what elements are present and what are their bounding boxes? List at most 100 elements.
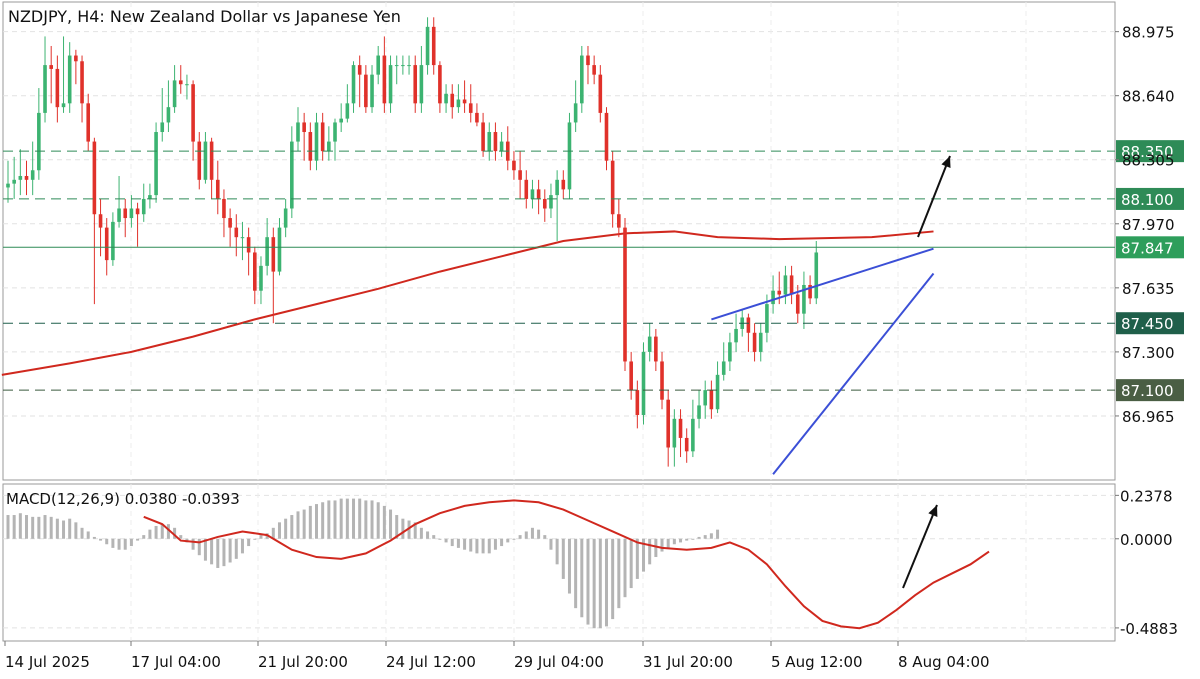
macd-histogram-bar [92,536,96,539]
candle-body [518,170,522,180]
candle-body [246,237,251,253]
candle-body [592,65,596,75]
bullish-candle [240,221,245,261]
bullish-candle [351,61,356,113]
candle-body [561,179,566,190]
bearish-candle [123,198,128,238]
macd-histogram-bar [407,520,411,539]
macd-histogram-bar [438,538,442,540]
x-tick-label: 31 Jul 20:00 [643,653,733,671]
candle-body [123,208,128,219]
macd-histogram-bar [123,538,127,550]
candle-body [86,103,91,142]
bearish-candle [215,160,220,215]
candle-body [419,65,424,104]
candle-body [802,284,806,314]
candle-body [610,160,615,215]
candle-body [499,141,504,152]
macd-histogram-bar [86,531,90,539]
bearish-candle [709,380,714,419]
price-y-tick-label: 86.965 [1122,408,1175,426]
bearish-candle [49,45,53,104]
candle-body [783,275,788,295]
x-tick-label: 21 Jul 20:00 [258,653,348,671]
macd-histogram-bar [179,535,183,539]
macd-histogram-bar [74,522,78,539]
bearish-candle [493,122,498,161]
candle-body [333,122,337,142]
candle-body [203,141,208,180]
bullish-candle [401,55,405,75]
macd-histogram-bar [629,538,633,589]
bearish-candle [302,112,306,161]
bearish-candle [104,218,109,276]
bullish-candle [641,342,646,425]
x-tick-label: 17 Jul 04:00 [131,653,221,671]
macd-histogram-bar [574,538,578,609]
bearish-candle [684,428,689,463]
price-y-tick-label: 88.305 [1122,152,1175,170]
macd-histogram-bar [290,515,294,539]
candle-body [549,195,553,209]
candle-body [308,132,313,161]
bearish-candle [191,80,195,161]
candle-body [641,351,646,415]
candle-body [154,132,158,196]
bullish-candle [499,132,504,157]
bullish-candle [783,265,788,305]
macd-histogram-bar [450,538,454,547]
candle-body [265,237,269,266]
bearish-candle [24,160,29,196]
macd-histogram-bar [389,509,393,539]
candle-body [197,141,202,180]
candle-body [351,65,356,104]
macd-histogram-bar [623,538,627,598]
candle-body [567,122,572,190]
price-level-tag-label: 88.350 [1121,143,1174,161]
bullish-candle [703,380,708,419]
bearish-candle [629,351,633,400]
macd-histogram-bar [160,524,164,539]
x-tick-label: 8 Aug 04:00 [898,653,990,671]
bearish-candle [561,170,566,199]
bullish-candle [388,55,393,113]
candle-body [654,336,658,362]
bullish-candle [43,36,47,123]
bullish-candle [715,361,720,414]
bearish-candle [586,45,590,85]
bullish-candle [580,45,584,113]
bullish-candle [802,271,806,329]
bullish-candle [672,409,677,467]
candle-body [777,290,782,295]
bullish-candle [419,45,424,113]
bearish-candle [228,208,232,247]
bearish-candle [80,55,84,123]
candle-body [555,179,559,196]
bullish-candle [314,112,319,171]
macd-histogram-bar [592,538,596,629]
bearish-candle [74,49,78,85]
bearish-candle [468,84,473,123]
bearish-candle [598,65,603,123]
macd-histogram-bar [315,504,318,539]
moving-average [1,230,934,376]
candle-body [376,55,380,75]
candle-body [401,65,405,67]
candle-body [586,55,590,66]
bullish-candle [129,195,134,228]
candle-body [456,99,461,108]
bullish-candle [573,80,578,133]
macd-histogram-bar [68,518,72,539]
macd-histogram-bar [635,538,639,579]
macd-histogram-bar [284,518,288,539]
candlesticks [6,17,819,467]
macd-histogram-bar [105,538,109,545]
bullish-candle [203,132,208,184]
macd-histogram-bar [49,516,53,539]
bearish-candle [178,65,183,94]
candle-body [721,361,726,375]
candle-body [382,55,387,104]
candle-body [635,390,640,415]
candle-body [357,65,362,75]
bearish-candle [518,151,522,199]
